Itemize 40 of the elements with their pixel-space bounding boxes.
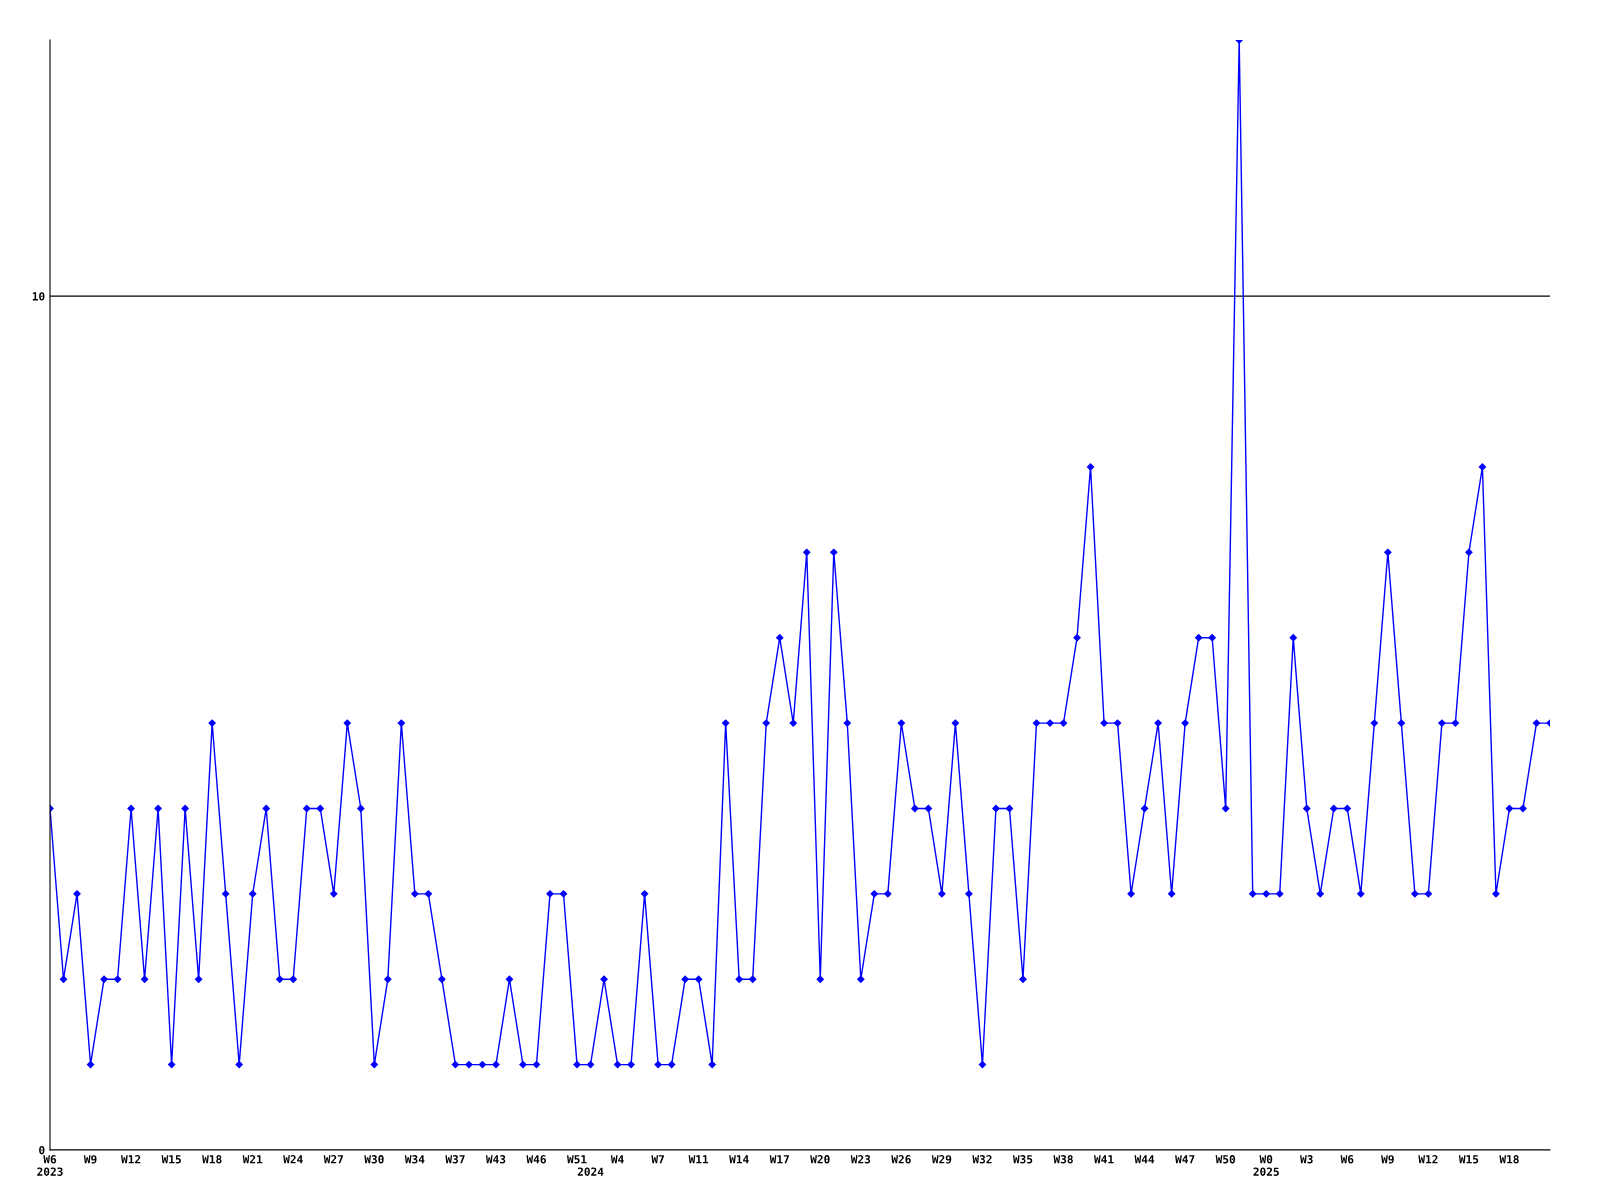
- x-tick-label: W9: [1381, 1155, 1394, 1164]
- x-tick-label: W9: [83, 1155, 97, 1164]
- x-tick-label: W15: [161, 1155, 181, 1164]
- x-tick-label: W18: [1499, 1155, 1519, 1164]
- x-tick-label: W6: [1340, 1155, 1354, 1164]
- x-tick-label: W20: [810, 1155, 830, 1164]
- x-tick-label: W11: [688, 1155, 709, 1164]
- x-tick-label: W43: [485, 1155, 506, 1164]
- x-tick-label: W27: [323, 1155, 343, 1164]
- y-tick-label: 0: [39, 1145, 45, 1155]
- x-tick-label: W34: [404, 1155, 425, 1164]
- x-tick-label: W50: [1215, 1155, 1236, 1164]
- x-tick-label: W47: [1175, 1155, 1195, 1164]
- x-tick-label: W21: [242, 1155, 263, 1164]
- x-tick-label: W26: [891, 1155, 911, 1164]
- y-tick-label: 10: [32, 292, 45, 301]
- x-tick-label: W6 2023: [37, 1155, 63, 1176]
- x-tick-label: W41: [1094, 1155, 1114, 1164]
- x-tick-label: W35: [1012, 1155, 1033, 1164]
- x-tick-label: W23: [850, 1155, 871, 1164]
- x-tick-label: 2024: [577, 1167, 604, 1176]
- x-tick-label: W29: [931, 1155, 952, 1164]
- x-tick-label: W0 2025: [1253, 1155, 1279, 1176]
- x-tick-label: W24: [283, 1155, 303, 1164]
- x-tick-label: W44: [1134, 1155, 1155, 1164]
- x-tick-label: W37: [445, 1155, 465, 1164]
- x-tick-label: W51: [566, 1155, 587, 1164]
- x-tick-label: W15: [1458, 1155, 1479, 1164]
- x-tick-label: W4: [610, 1155, 624, 1164]
- x-tick-label: W14: [729, 1155, 749, 1164]
- x-tick-label: W38: [1053, 1155, 1073, 1164]
- x-tick-label: W7: [651, 1155, 664, 1164]
- x-tick-label: W17: [769, 1155, 789, 1164]
- x-tick-label: W12: [1418, 1155, 1438, 1164]
- x-tick-label: W12: [121, 1155, 141, 1164]
- x-tick-label: W30: [364, 1155, 384, 1164]
- x-tick-label: W46: [526, 1155, 546, 1164]
- x-tick-label: W18: [202, 1155, 222, 1164]
- x-tick-label: W3: [1300, 1155, 1313, 1164]
- x-tick-label: W32: [972, 1155, 992, 1164]
